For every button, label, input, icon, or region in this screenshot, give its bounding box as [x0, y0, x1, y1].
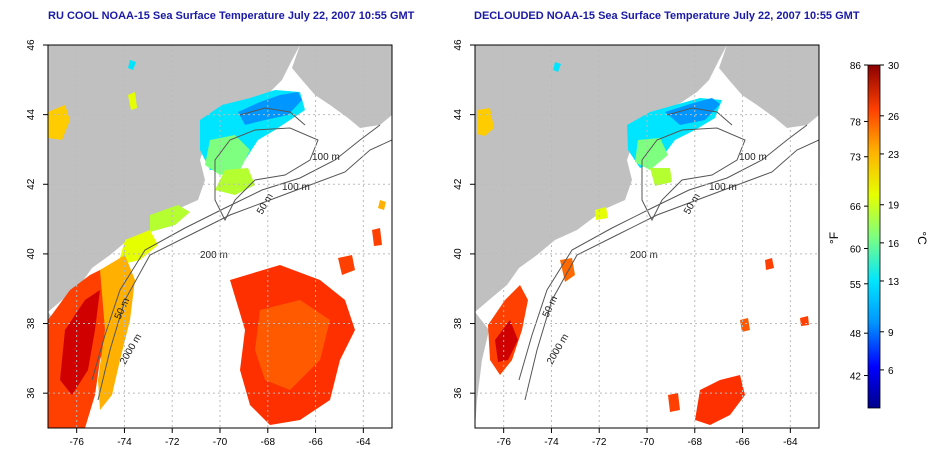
left-map-grid — [48, 44, 392, 428]
y-tick-label: 44 — [26, 109, 37, 121]
colorbar-c-tick-label: 6 — [888, 366, 894, 377]
colorbar-f-tick-label: 78 — [850, 117, 862, 128]
x-tick-label: -72 — [592, 437, 607, 448]
colorbar-celsius-label: °C — [915, 231, 929, 245]
left-map-title: RU COOL NOAA-15 Sea Surface Temperature … — [48, 10, 415, 22]
y-tick-label: 36 — [26, 387, 37, 399]
y-tick-label: 40 — [453, 248, 464, 260]
colorbar-c-tick-label: 16 — [888, 239, 900, 250]
left-sst-map: 100 m 100 m 50 m 200 m 50 m 2000 m -76 -7… — [26, 39, 393, 448]
y-tick-label: 38 — [453, 318, 464, 330]
y-tick-label: 44 — [453, 109, 464, 121]
right-bathymetry-contours — [518, 107, 819, 401]
y-tick-label: 38 — [26, 318, 37, 330]
colorbar-ticks: 30 26 23 19 16 13 9 6 86 78 73 66 60 55 48 42 — [850, 61, 900, 383]
colorbar-c-tick-label: 30 — [888, 61, 900, 72]
x-tick-label: -64 — [783, 437, 798, 448]
x-tick-label: -76 — [496, 437, 511, 448]
y-tick-label: 46 — [453, 39, 464, 51]
colorbar-gradient — [867, 64, 881, 409]
y-tick-label: 40 — [26, 248, 37, 260]
x-tick-label: -66 — [308, 437, 323, 448]
colorbar-f-tick-label: 55 — [850, 280, 862, 291]
colorbar-f-tick-label: 66 — [850, 202, 862, 213]
y-tick-label: 36 — [453, 387, 464, 399]
x-tick-label: -70 — [640, 437, 655, 448]
left-bathymetry-contours — [91, 107, 392, 401]
x-tick-label: -68 — [261, 437, 276, 448]
contour-label: 200 m — [630, 250, 658, 261]
x-tick-label: -64 — [356, 437, 371, 448]
colorbar-f-tick-label: 48 — [850, 329, 862, 340]
left-axis-ticks: -76 -74 -72 -70 -68 -66 -64 36 38 40 42 44 46 — [26, 39, 371, 448]
colorbar-c-tick-label: 19 — [888, 201, 900, 212]
colorbar-f-tick-label: 42 — [850, 372, 862, 383]
y-tick-label: 42 — [453, 178, 464, 190]
colorbar-c-tick-label: 9 — [888, 328, 894, 339]
x-tick-label: -70 — [213, 437, 228, 448]
x-tick-label: -66 — [735, 437, 750, 448]
colorbar-fahrenheit-label: °F — [827, 232, 841, 244]
x-tick-label: -72 — [165, 437, 180, 448]
right-map-title: DECLOUDED NOAA-15 Sea Surface Temperatur… — [474, 10, 860, 22]
contour-label: 200 m — [200, 250, 228, 261]
y-tick-label: 46 — [26, 39, 37, 51]
colorbar-c-tick-label: 13 — [888, 277, 900, 288]
x-tick-label: -74 — [544, 437, 559, 448]
y-tick-label: 42 — [26, 178, 37, 190]
x-tick-label: -74 — [117, 437, 132, 448]
temperature-colorbar: 30 26 23 19 16 13 9 6 86 78 73 66 60 55 48 42 °F °C — [827, 61, 929, 409]
colorbar-f-tick-label: 60 — [850, 244, 862, 255]
contour-label: 100 m — [312, 152, 340, 163]
contour-label: 100 m — [709, 182, 737, 193]
right-sst-map: 100 m 100 m 50 m 200 m 50 m 2000 m -76 -7… — [453, 39, 820, 448]
right-map-grid — [475, 44, 819, 428]
colorbar-f-tick-label: 73 — [850, 153, 862, 164]
x-tick-label: -76 — [69, 437, 84, 448]
contour-label: 100 m — [282, 182, 310, 193]
right-axis-ticks: -76 -74 -72 -70 -68 -66 -64 36 38 40 42 44 46 — [453, 39, 798, 448]
colorbar-f-tick-label: 86 — [850, 61, 862, 72]
colorbar-c-tick-label: 23 — [888, 150, 900, 161]
x-tick-label: -68 — [688, 437, 703, 448]
contour-label: 100 m — [739, 152, 767, 163]
colorbar-c-tick-label: 26 — [888, 112, 900, 123]
